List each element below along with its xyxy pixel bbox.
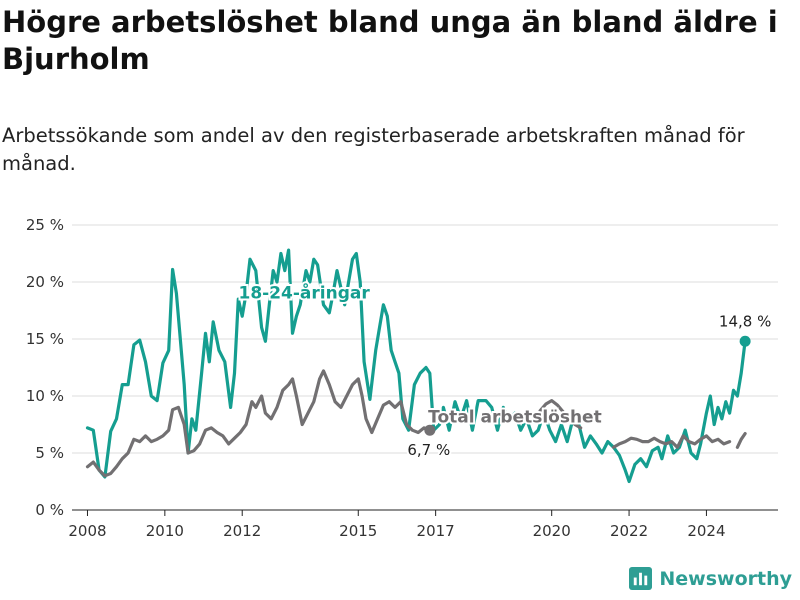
x-tick-label: 2020 — [533, 522, 571, 540]
series-labels: 14,8 % 6,7 % 18-24-åringar Total arbetslösh… — [236, 279, 773, 461]
end-value-label: 6,7 % — [407, 441, 450, 459]
end-value-label: 14,8 % — [719, 312, 771, 330]
x-tick-label: 2024 — [687, 522, 725, 540]
brand-name: Newsworthy — [659, 567, 792, 590]
x-tick-label: 2012 — [223, 522, 261, 540]
series-lines — [85, 248, 751, 484]
end-point-marker — [424, 424, 436, 436]
y-tick-label: 0 % — [35, 501, 64, 519]
line-chart: 0 % 5 % 10 % 15 % 20 % 25 % 2008 2010 2012 2015 20… — [26, 216, 778, 540]
y-tick-label: 5 % — [35, 444, 64, 462]
newsworthy-logo-icon — [629, 567, 653, 590]
chart-subtitle: Arbetssökande som andel av den registerb… — [2, 124, 745, 175]
brand-logo-group[interactable]: Newsworthy — [629, 567, 792, 590]
series-line — [538, 399, 583, 430]
y-tick-label: 25 % — [26, 216, 64, 234]
chart-title: Högre arbetslöshet bland unga än bland ä… — [2, 5, 778, 76]
axes: 0 % 5 % 10 % 15 % 20 % 25 % 2008 2010 2012 2015 20… — [26, 216, 778, 540]
series-line — [735, 432, 747, 449]
y-tick-label: 20 % — [26, 273, 64, 291]
y-tick-label: 10 % — [26, 387, 64, 405]
gridlines — [72, 224, 778, 454]
x-tick-label: 2010 — [146, 522, 184, 540]
y-tick-label: 15 % — [26, 330, 64, 348]
series-name-label: Total arbetslöshet — [428, 408, 602, 428]
x-tick-label: 2017 — [417, 522, 455, 540]
x-tick-label: 2022 — [610, 522, 648, 540]
series-name-label: 18-24-åringar — [238, 281, 370, 303]
series-line — [612, 434, 732, 449]
end-point-marker — [739, 335, 751, 347]
x-tick-label: 2015 — [339, 522, 377, 540]
series-line — [85, 248, 747, 484]
x-tick-label: 2008 — [68, 522, 106, 540]
series-line — [85, 369, 432, 478]
